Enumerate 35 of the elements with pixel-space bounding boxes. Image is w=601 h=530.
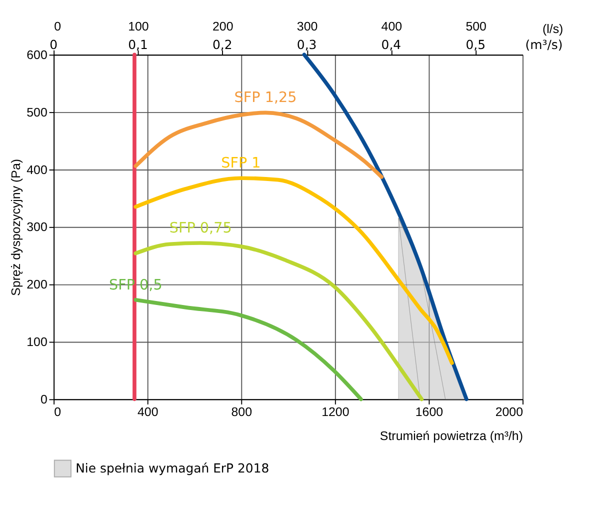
text: 0,5 [466,36,486,52]
x2-axis-title: (l/s) [542,22,564,36]
text: 0 [50,36,58,52]
line-series [302,52,468,402]
text: 0,4 [381,36,402,52]
line-series [134,298,363,402]
y-axis-title: Spręż dyspozycyjny (Pa) [8,158,23,296]
x-tick-label: 1600 [415,404,444,419]
line-series [134,110,384,179]
x2-tick-label: 400 [381,19,402,34]
text: 0,2 [212,36,232,52]
y-tick-label: 200 [26,278,48,292]
x-tick-label: 2000 [495,404,524,419]
x-tick-label: 800 [231,404,252,419]
x-tick-label: 0 [54,404,62,419]
y-tick-label: 0 [40,392,48,406]
text: 0,1 [128,36,148,52]
y-tick-label: 500 [26,105,48,120]
line-series [134,176,454,365]
x2-tick-label: 500 [466,19,487,34]
y-tick-label: 300 [26,220,48,234]
x2-tick-label: 100 [128,19,149,34]
x-tick-label: 1200 [322,404,350,419]
x2-tick-label: 200 [212,19,234,34]
x-axis-title: Strumień powietrza (m³/h) [380,428,524,443]
line-series [134,241,424,402]
legend-label: Nie spełnia wymagań ErP 2018 [76,460,270,476]
x-tick-label: 400 [137,404,158,419]
y-tick-label: 600 [26,48,48,62]
x2-tick-label: 300 [296,19,318,34]
x2-tick-label: 0 [54,19,62,34]
text: (m³/s) [525,36,563,52]
y-tick-label: 400 [26,162,48,177]
y-tick-label: 100 [26,335,48,350]
text: 0,3 [296,36,317,52]
